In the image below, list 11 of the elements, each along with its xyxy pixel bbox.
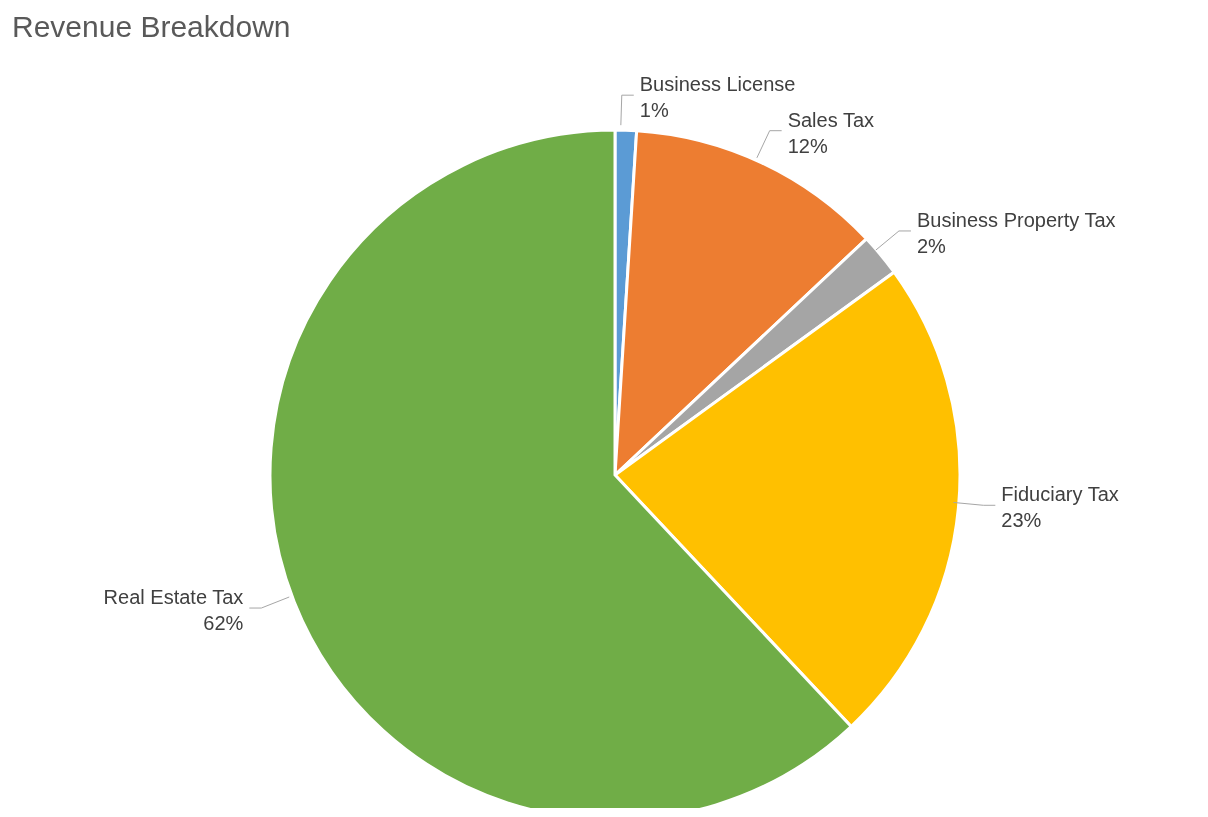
slice-label: Fiduciary Tax <box>1001 483 1119 506</box>
data-label: 62% <box>203 612 244 635</box>
slice-label: Business Property Tax <box>916 208 1116 231</box>
data-label: 12% <box>787 134 828 157</box>
data-label: 2% <box>916 234 947 257</box>
slice-label: Sales Tax <box>787 108 875 131</box>
chart-title: Revenue Breakdown <box>12 10 291 44</box>
data-label: 23% <box>1001 509 1042 532</box>
slice-label: Business License <box>639 73 796 96</box>
data-label: 1% <box>639 99 669 122</box>
slice-label: Real Estate Tax <box>103 586 244 609</box>
